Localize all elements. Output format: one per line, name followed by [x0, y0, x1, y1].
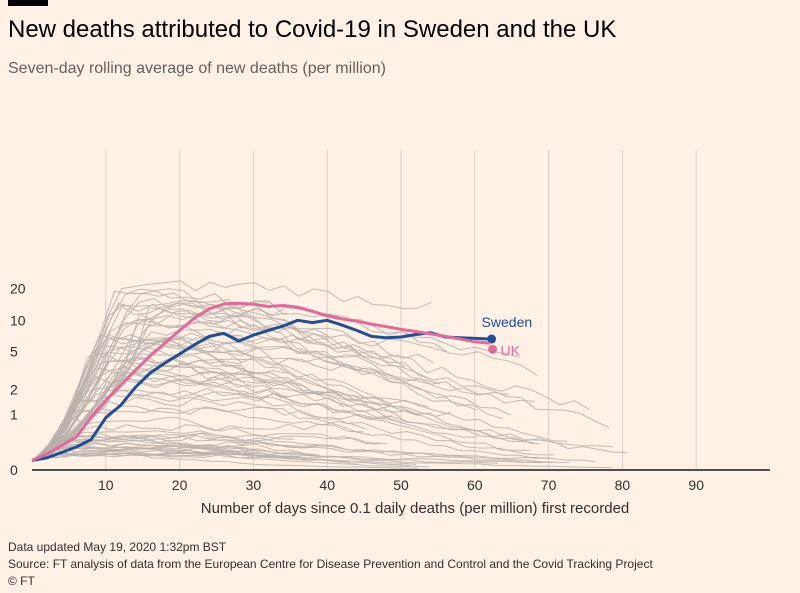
- data-updated-note: Data updated May 19, 2020 1:32pm BST: [8, 540, 227, 554]
- other-country-line: [51, 369, 392, 445]
- tick-labels: 10 20 30 40 50 60 70 80 90 0 1 2 5 10 20: [10, 280, 704, 493]
- other-country-line: [42, 416, 294, 454]
- y-tick-label-20: 20: [10, 280, 26, 296]
- highlight-lines: Sweden UK: [31, 301, 533, 462]
- other-country-line: [37, 356, 540, 459]
- chart-subtitle: Seven-day rolling average of new deaths …: [8, 60, 386, 77]
- other-country-line: [43, 310, 590, 457]
- other-country-line: [34, 435, 596, 463]
- other-country-line: [53, 446, 541, 463]
- other-country-line: [37, 423, 363, 459]
- y-tick-label-2: 2: [10, 381, 18, 397]
- y-tick-label-5: 5: [10, 343, 18, 359]
- other-country-line: [47, 434, 388, 446]
- x-axis-label: Number of days since 0.1 daily deaths (p…: [200, 500, 630, 517]
- other-country-line: [41, 406, 367, 455]
- ft-top-bar: [8, 0, 48, 6]
- chart-title: New deaths attributed to Covid-19 in Swe…: [8, 16, 617, 43]
- other-country-line: [44, 302, 503, 452]
- x-tick-label-20: 20: [172, 477, 188, 493]
- uk-end-dot: [488, 344, 498, 354]
- other-country-line: [34, 307, 538, 461]
- x-tick-label-60: 60: [467, 477, 483, 493]
- other-country-line: [37, 430, 570, 464]
- x-tick-label-70: 70: [541, 477, 557, 493]
- other-country-line: [46, 353, 534, 452]
- other-country-line: [33, 299, 477, 461]
- x-tick-label-80: 80: [615, 477, 631, 493]
- x-tick-label-50: 50: [393, 477, 409, 493]
- other-country-line: [51, 375, 628, 454]
- other-country-line: [52, 357, 511, 453]
- uk-label: UK: [501, 342, 521, 358]
- source-note: Source: FT analysis of data from the Eur…: [8, 557, 653, 571]
- other-country-line: [51, 392, 613, 448]
- other-country-line: [49, 313, 434, 451]
- y-tick-label-10: 10: [10, 312, 26, 328]
- x-tick-label-30: 30: [246, 477, 262, 493]
- other-country-line: [51, 380, 555, 456]
- ft-credit: © FT: [8, 574, 35, 588]
- other-country-line: [47, 280, 432, 448]
- grid-lines: [32, 150, 770, 471]
- y-tick-label-1: 1: [10, 406, 18, 422]
- uk-line: [31, 301, 490, 462]
- x-tick-label-90: 90: [688, 477, 704, 493]
- chart-svg: Sweden UK 10 20 30 40 50 60 70 80 90 0 1 2 5 10 20: [10, 150, 770, 493]
- other-countries-lines: [32, 280, 628, 469]
- other-country-line: [32, 300, 520, 461]
- other-country-line: [49, 453, 419, 469]
- other-country-line: [40, 432, 381, 457]
- other-country-line: [39, 452, 350, 463]
- other-country-line: [50, 337, 406, 455]
- x-tick-label-10: 10: [98, 477, 114, 493]
- x-tick-label-40: 40: [319, 477, 335, 493]
- sweden-end-dot: [487, 334, 497, 344]
- other-country-line: [37, 370, 392, 459]
- other-country-line: [45, 446, 430, 468]
- other-country-line: [46, 396, 549, 459]
- other-country-line: [32, 341, 535, 462]
- other-country-line: [36, 288, 288, 458]
- y-tick-label-0: 0: [10, 462, 18, 478]
- sweden-line: [31, 318, 490, 462]
- sweden-label: Sweden: [482, 314, 533, 330]
- other-country-line: [33, 438, 315, 460]
- other-country-line: [35, 337, 243, 460]
- other-country-line: [52, 290, 289, 446]
